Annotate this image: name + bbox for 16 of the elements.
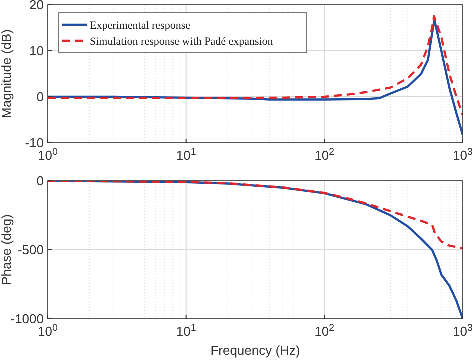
x-tick-label: 10$^{3}$ [453, 146, 473, 163]
x-tick-label: 10$^{2}$ [314, 322, 335, 339]
y-axis-title: Magnitude (dB) [0, 30, 14, 118]
x-tick-label: 10$^{2}$ [314, 146, 335, 163]
y-tick-label: 10 [30, 44, 44, 58]
x-tick-label: 10$^{1}$ [176, 322, 196, 339]
y-tick-label: -500 [18, 242, 44, 258]
x-tick-label: 10$^{1}$ [176, 146, 196, 163]
x-tick-label: 10$^{3}$ [453, 322, 473, 339]
legend-label: Simulation response with Padé expansion [90, 36, 274, 48]
x-axis-title: Frequency (Hz) [210, 343, 300, 358]
legend-label: Experimental response [90, 20, 191, 32]
y-tick-label: 20 [30, 0, 44, 12]
y-axis-title: Phase (deg) [0, 214, 14, 286]
y-tick-label: 0 [36, 174, 44, 188]
y-tick-label: 0 [36, 90, 44, 104]
